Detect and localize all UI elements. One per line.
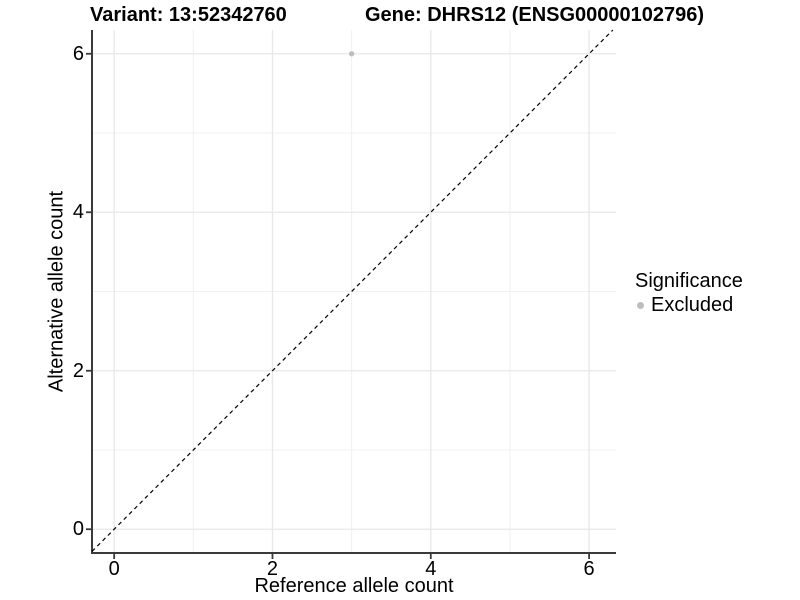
data-point	[348, 51, 355, 57]
legend-point-icon	[637, 302, 644, 309]
y-tick-label: 2	[72, 359, 84, 382]
plot-title-gene: Gene: DHRS12 (ENSG00000102796)	[365, 4, 705, 26]
legend-item: Excluded	[635, 294, 743, 317]
x-tick-label: 0	[108, 558, 120, 580]
x-axis-title: Reference allele count	[254, 575, 454, 597]
legend-title: Significance	[635, 270, 743, 292]
legend-items: Excluded	[635, 294, 743, 317]
y-tick-label: 4	[72, 201, 84, 224]
y-tick-label: 0	[72, 518, 84, 541]
gridlines-minor	[92, 30, 616, 553]
axis-lines	[91, 30, 616, 554]
plot-title-variant: Variant: 13:52342760	[90, 4, 287, 26]
gridlines-major	[92, 30, 616, 553]
identity-line	[91, 29, 614, 552]
axis-ticks	[86, 52, 590, 559]
x-tick-label: 4	[425, 558, 437, 580]
x-tick-label: 6	[583, 558, 595, 580]
legend-label: Excluded	[651, 294, 734, 316]
legend: Significance Excluded	[635, 270, 743, 317]
data-points	[348, 51, 355, 57]
x-tick-label: 2	[266, 558, 279, 580]
y-tick-label: 6	[72, 42, 84, 65]
y-axis-title: Alternative allele count	[45, 190, 68, 393]
